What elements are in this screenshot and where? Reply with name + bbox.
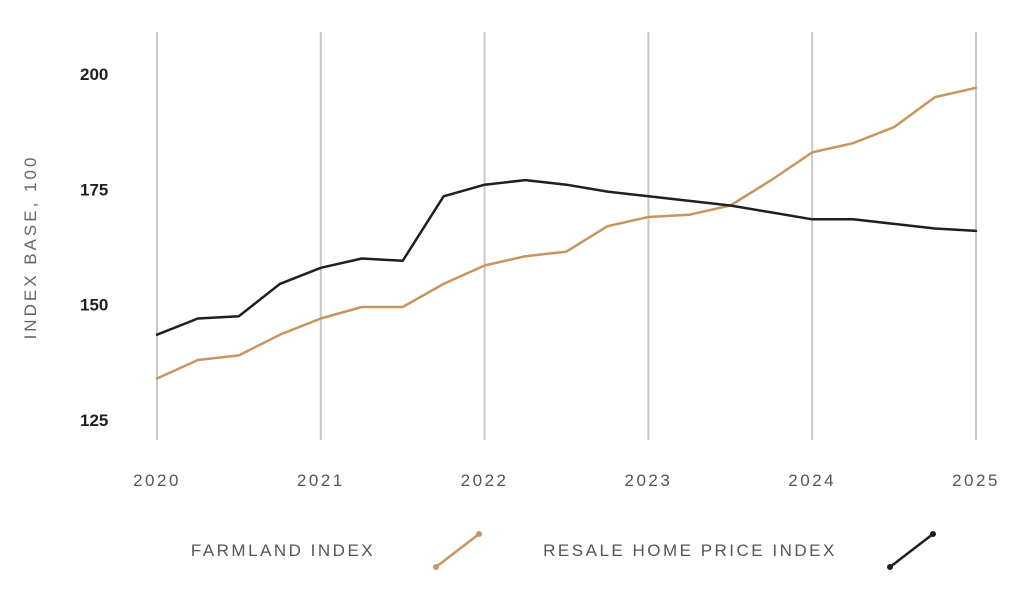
y-tick-label: 125 (80, 411, 108, 430)
legend-label: RESALE HOME PRICE INDEX (543, 541, 837, 560)
x-tick-label: 2023 (624, 471, 672, 490)
series-line-farmland-index (157, 88, 976, 379)
legend-label: FARMLAND INDEX (191, 541, 375, 560)
x-axis-tick-labels: 2020 2021 2022 2023 2024 2025 (133, 471, 1000, 490)
legend-swatch-dot (433, 564, 439, 570)
legend-swatch-dot (476, 531, 482, 537)
x-tick-label: 2021 (297, 471, 345, 490)
y-tick-label: 175 (80, 180, 108, 199)
y-axis-tick-labels: 125 150 175 200 (80, 65, 108, 430)
x-tick-label: 2022 (461, 471, 509, 490)
y-axis-title: INDEX BASE, 100 (21, 155, 40, 340)
legend-item-resale-home-price-index: RESALE HOME PRICE INDEX (543, 531, 936, 570)
legend-swatch-line (890, 534, 933, 567)
series-lines (157, 88, 976, 379)
series-line-resale-home-price-index (157, 180, 976, 335)
legend: FARMLAND INDEX RESALE HOME PRICE INDEX (191, 531, 936, 570)
x-tick-label: 2024 (788, 471, 836, 490)
legend-swatch-dot (930, 531, 936, 537)
gridlines (157, 32, 976, 440)
legend-item-farmland-index: FARMLAND INDEX (191, 531, 482, 570)
x-tick-label: 2025 (952, 471, 1000, 490)
legend-swatch-dot (887, 564, 893, 570)
y-tick-label: 150 (80, 296, 108, 315)
x-tick-label: 2020 (133, 471, 181, 490)
legend-swatch-line (436, 534, 479, 567)
y-tick-label: 200 (80, 65, 108, 84)
